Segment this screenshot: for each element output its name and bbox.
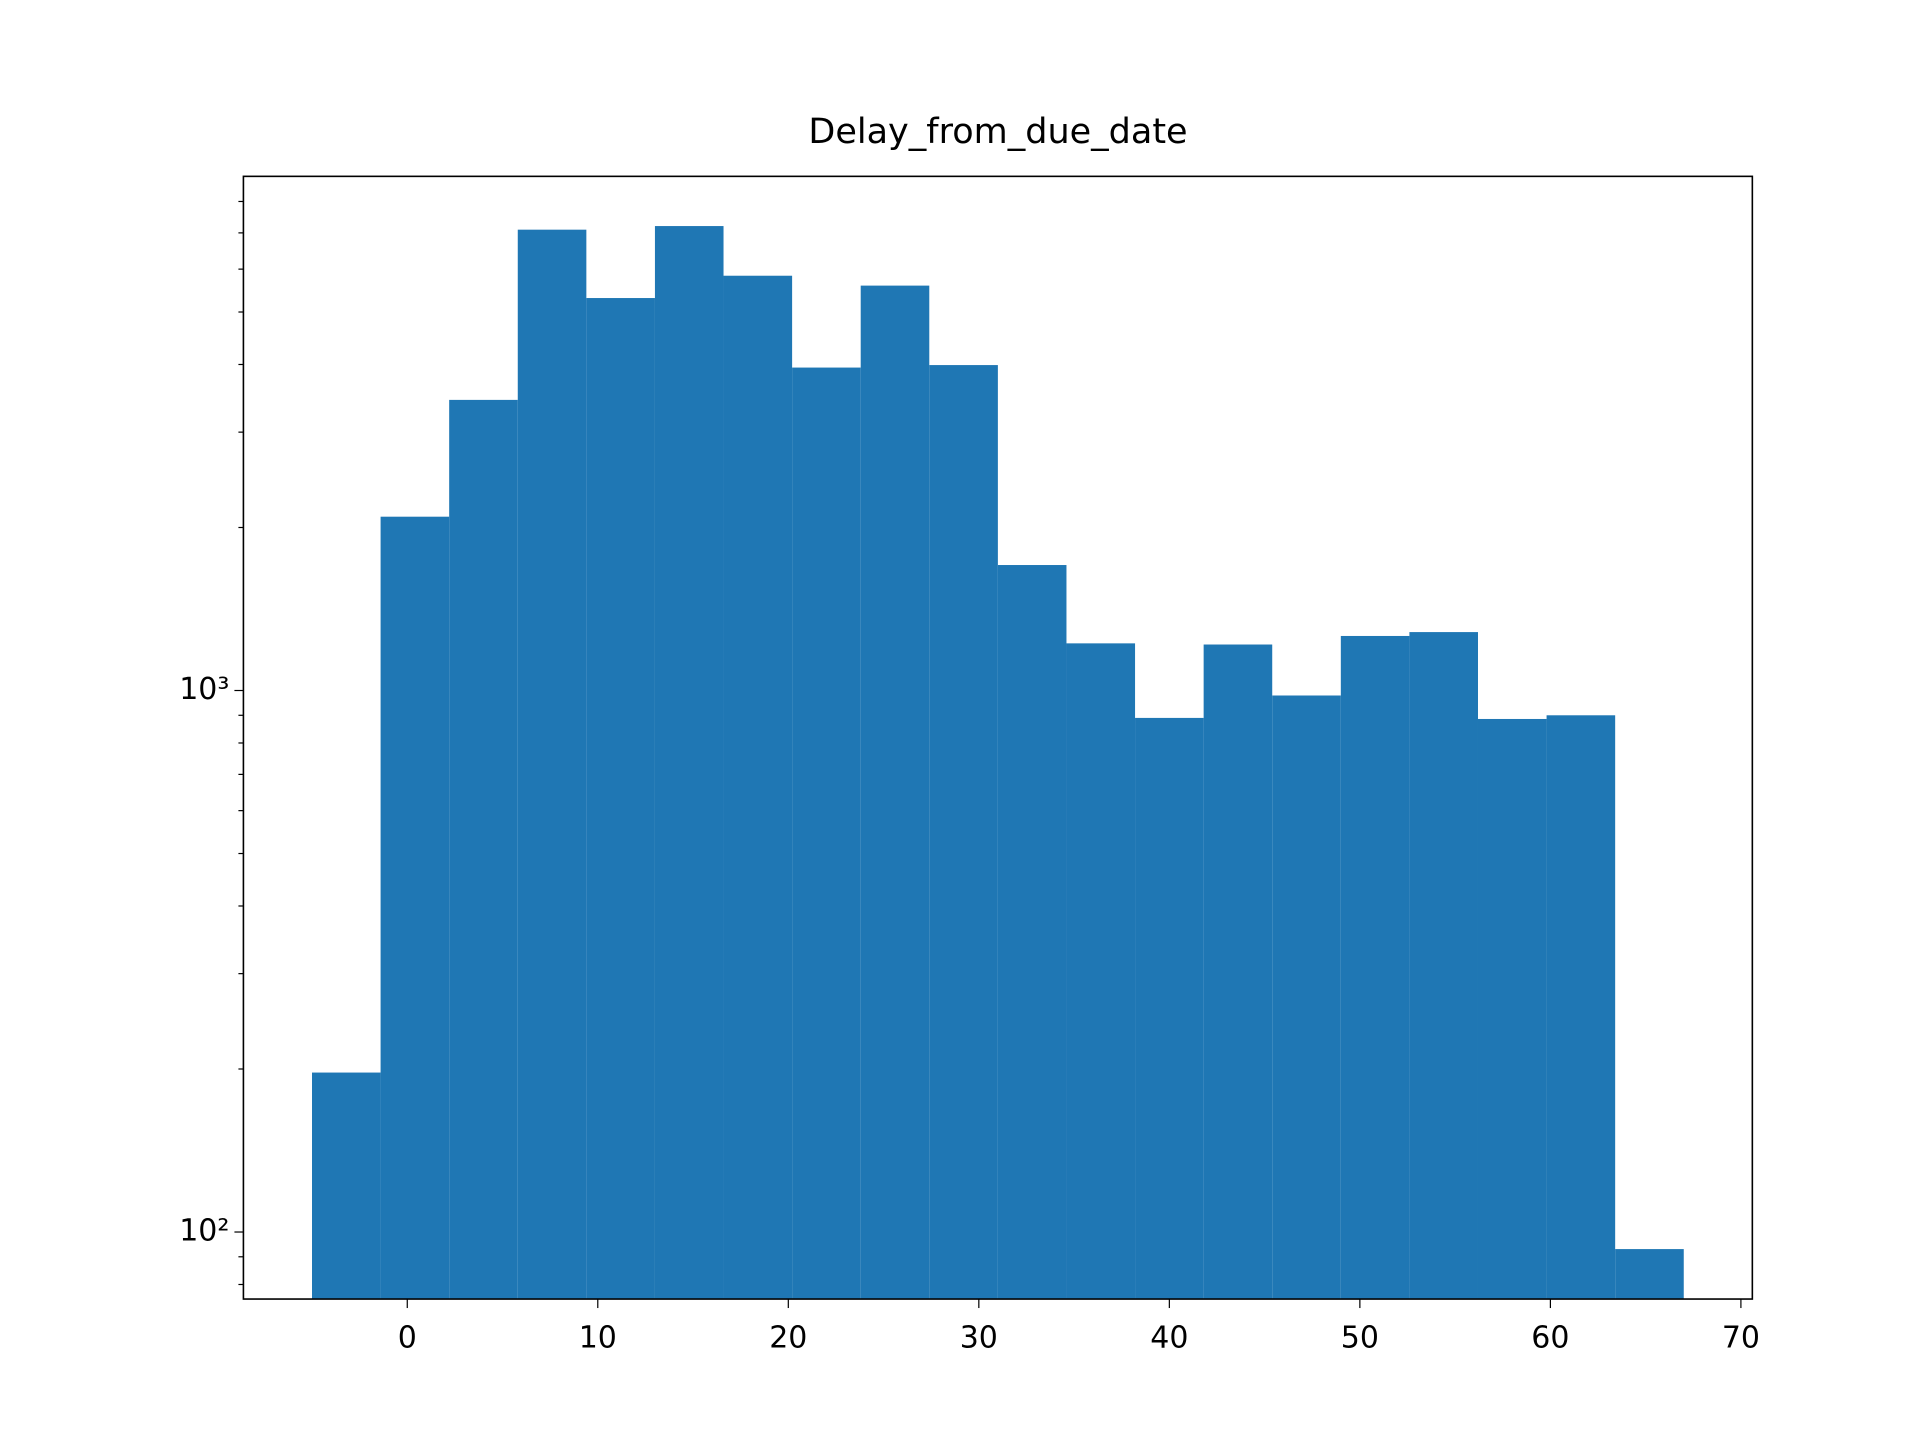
bar: [517, 229, 587, 1300]
bar: [1546, 715, 1616, 1300]
y-tick-label: 10²: [179, 1214, 229, 1249]
bar: [1135, 717, 1204, 1300]
x-tick-label: 0: [398, 1321, 417, 1356]
bar: [929, 365, 998, 1300]
bar: [449, 399, 518, 1300]
bar: [1203, 644, 1273, 1300]
bar: [586, 298, 655, 1300]
bar: [1615, 1249, 1684, 1300]
x-tick-label: 40: [1150, 1321, 1188, 1356]
bar: [1340, 635, 1410, 1300]
bar: [1272, 695, 1341, 1300]
bar: [860, 285, 930, 1300]
bar: [380, 516, 450, 1300]
x-tick-label: 60: [1531, 1321, 1569, 1356]
axes-frame: [242, 175, 1754, 1300]
bar: [1066, 643, 1136, 1300]
y-tick-label: 10³: [179, 672, 229, 707]
chart-title: Delay_from_due_date: [808, 112, 1187, 152]
bar: [1409, 632, 1478, 1300]
x-tick-label: 10: [579, 1321, 617, 1356]
x-tick-label: 30: [960, 1321, 998, 1356]
bar: [792, 367, 861, 1300]
bar: [997, 565, 1067, 1300]
bar: [654, 226, 724, 1300]
bar: [1477, 718, 1547, 1300]
x-tick-label: 50: [1341, 1321, 1379, 1356]
bar: [723, 275, 793, 1300]
x-tick-label: 70: [1722, 1321, 1760, 1356]
bar: [312, 1072, 381, 1300]
x-tick-label: 20: [769, 1321, 807, 1356]
